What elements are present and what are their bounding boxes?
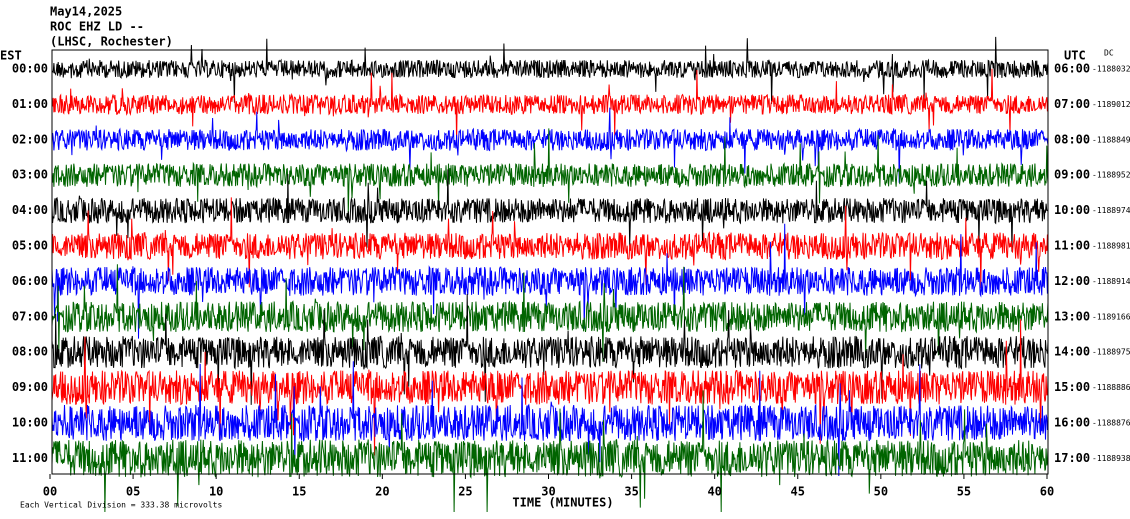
trace: [51, 223, 1049, 339]
left-axis-label: EST: [0, 49, 22, 63]
est-label: 01:00: [12, 97, 48, 111]
est-label: 08:00: [12, 345, 48, 359]
utc-label: 17:00: [1054, 451, 1090, 465]
dc-value: -1188975: [1092, 348, 1130, 357]
footnote: Each Vertical Division = 333.38 microvol…: [20, 501, 222, 510]
trace: [51, 361, 1049, 477]
x-tick-label: 60: [1040, 485, 1054, 499]
est-label: 05:00: [12, 239, 48, 253]
utc-label: 13:00: [1054, 309, 1090, 323]
utc-label: 06:00: [1054, 62, 1090, 76]
x-tick-label: 05: [126, 485, 140, 499]
utc-label: 08:00: [1054, 132, 1090, 146]
trace: [51, 264, 1049, 362]
trace: [51, 107, 1049, 183]
utc-label: 11:00: [1054, 239, 1090, 253]
est-label: 09:00: [12, 380, 48, 394]
x-tick-label: 20: [375, 485, 389, 499]
traces: [51, 36, 1049, 513]
dc-value: -1188876: [1092, 419, 1130, 428]
utc-label: 10:00: [1054, 203, 1090, 217]
trace: [51, 390, 1049, 513]
dc-value: -1188032: [1092, 65, 1130, 74]
est-label: 06:00: [12, 274, 48, 288]
est-label: 02:00: [12, 132, 48, 146]
dc-value: -1188981: [1092, 242, 1130, 251]
x-tick-label: 25: [458, 485, 472, 499]
x-tick-label: 30: [541, 485, 555, 499]
utc-label: 16:00: [1054, 416, 1090, 430]
dc-value: -1189166: [1092, 312, 1130, 321]
trace: [51, 68, 1049, 142]
est-label: 03:00: [12, 168, 48, 182]
plot-frame: [51, 49, 1049, 475]
trace: [51, 128, 1049, 214]
trace: [51, 169, 1049, 252]
utc-label: 09:00: [1054, 168, 1090, 182]
x-tick-label: 35: [624, 485, 638, 499]
x-tick-label: 50: [874, 485, 888, 499]
right-axis-label: UTC: [1064, 49, 1086, 63]
date: May14,2025: [50, 5, 122, 19]
x-tick-label: 15: [292, 485, 306, 499]
est-label: 11:00: [12, 451, 48, 465]
x-tick-label: 40: [707, 485, 721, 499]
dc-value: -1189012: [1092, 100, 1130, 109]
dc-value: -1188849: [1092, 135, 1130, 144]
x-tick-label: 55: [957, 485, 971, 499]
trace: [51, 319, 1049, 456]
trace: [51, 197, 1049, 289]
dc-label: DC: [1104, 49, 1114, 58]
dc-value: -1188938: [1092, 454, 1130, 463]
x-tick-label: 45: [791, 485, 805, 499]
utc-label: 15:00: [1054, 380, 1090, 394]
utc-label: 07:00: [1054, 97, 1090, 111]
dc-value: -1188952: [1092, 171, 1130, 180]
x-axis-label: TIME (MINUTES): [512, 496, 613, 510]
location: (LHSC, Rochester): [50, 35, 173, 49]
est-label: 04:00: [12, 203, 48, 217]
dc-value: -1188886: [1092, 383, 1130, 392]
est-label: 10:00: [12, 416, 48, 430]
station: ROC EHZ LD --: [50, 20, 144, 34]
x-tick-label: 10: [209, 485, 223, 499]
dc-value: -1188914: [1092, 277, 1130, 286]
dc-value: -1188974: [1092, 206, 1130, 215]
trace: [51, 36, 1049, 104]
utc-label: 12:00: [1054, 274, 1090, 288]
est-label: 07:00: [12, 309, 48, 323]
x-tick-label: 00: [43, 485, 57, 499]
utc-label: 14:00: [1054, 345, 1090, 359]
est-label: 00:00: [12, 62, 48, 76]
